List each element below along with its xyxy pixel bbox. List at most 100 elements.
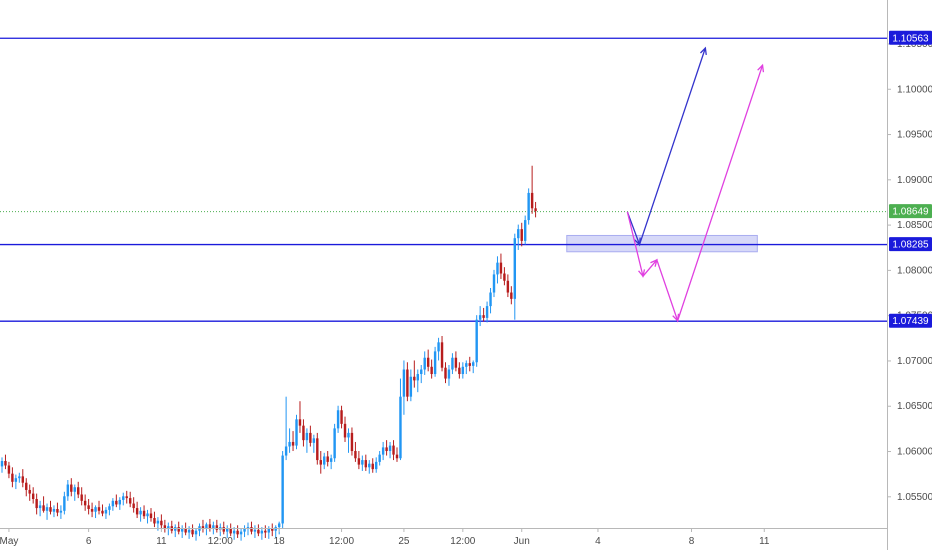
candle[interactable] xyxy=(499,253,503,279)
candle[interactable] xyxy=(90,502,94,518)
candle[interactable] xyxy=(38,500,42,517)
candle[interactable] xyxy=(264,525,267,538)
candle[interactable] xyxy=(506,274,510,298)
candle[interactable] xyxy=(11,467,14,488)
candle[interactable] xyxy=(42,496,45,513)
candle[interactable] xyxy=(125,490,128,504)
candle[interactable] xyxy=(59,505,63,519)
candle[interactable] xyxy=(413,360,416,388)
candle[interactable] xyxy=(226,525,229,538)
candle[interactable] xyxy=(305,428,309,453)
candle[interactable] xyxy=(316,432,319,465)
candle[interactable] xyxy=(163,519,167,533)
candle[interactable] xyxy=(108,503,111,516)
candle[interactable] xyxy=(437,337,440,361)
candle[interactable] xyxy=(298,401,302,433)
candle[interactable] xyxy=(423,351,426,375)
candle[interactable] xyxy=(496,256,499,284)
candle[interactable] xyxy=(160,514,163,528)
candle[interactable] xyxy=(77,481,80,499)
candle[interactable] xyxy=(430,359,433,379)
candle[interactable] xyxy=(18,472,21,483)
candle[interactable] xyxy=(378,451,381,466)
candle[interactable] xyxy=(97,500,101,515)
candle[interactable] xyxy=(354,441,357,462)
candle[interactable] xyxy=(340,405,343,429)
candle[interactable] xyxy=(45,503,49,520)
candle[interactable] xyxy=(409,369,413,402)
candle[interactable] xyxy=(271,523,274,537)
candle[interactable] xyxy=(243,525,246,538)
candle[interactable] xyxy=(468,356,471,372)
candle[interactable] xyxy=(523,215,527,245)
candle[interactable] xyxy=(194,528,198,541)
candle[interactable] xyxy=(329,454,333,470)
candle[interactable] xyxy=(208,518,212,532)
candle[interactable] xyxy=(14,474,18,490)
candle[interactable] xyxy=(63,491,66,515)
candle[interactable] xyxy=(146,509,149,524)
candle[interactable] xyxy=(83,494,87,511)
candle[interactable] xyxy=(534,201,537,218)
candle[interactable] xyxy=(135,501,139,519)
candle[interactable] xyxy=(381,441,385,461)
candle[interactable] xyxy=(406,362,409,402)
candle[interactable] xyxy=(49,500,52,515)
candle[interactable] xyxy=(426,349,430,372)
candle[interactable] xyxy=(128,491,132,508)
candle[interactable] xyxy=(201,519,205,533)
candle[interactable] xyxy=(485,301,489,323)
candle[interactable] xyxy=(80,487,83,506)
candle[interactable] xyxy=(56,502,59,517)
candle[interactable] xyxy=(336,405,340,433)
candle[interactable] xyxy=(70,478,73,497)
candle[interactable] xyxy=(25,478,28,497)
candle[interactable] xyxy=(132,497,135,513)
candle[interactable] xyxy=(180,525,184,538)
candle[interactable] xyxy=(530,165,534,214)
candle[interactable] xyxy=(385,440,388,456)
candle[interactable] xyxy=(374,457,378,473)
candle[interactable] xyxy=(191,524,194,538)
candle[interactable] xyxy=(513,233,517,320)
candle[interactable] xyxy=(458,362,461,379)
candle[interactable] xyxy=(392,440,395,461)
candle[interactable] xyxy=(257,524,260,537)
candle[interactable] xyxy=(323,452,326,470)
candle[interactable] xyxy=(520,222,523,247)
candle[interactable] xyxy=(402,360,406,415)
candle[interactable] xyxy=(326,451,329,467)
price-axis[interactable]: 1.055001.060001.065001.070001.075001.080… xyxy=(887,39,932,503)
candle[interactable] xyxy=(28,484,31,501)
candle[interactable] xyxy=(475,315,478,367)
candle[interactable] xyxy=(333,423,336,462)
candle[interactable] xyxy=(94,505,97,519)
candle[interactable] xyxy=(281,451,284,528)
candle[interactable] xyxy=(489,288,492,314)
candle[interactable] xyxy=(416,369,419,393)
candle[interactable] xyxy=(399,378,402,461)
candle[interactable] xyxy=(0,457,4,473)
candle[interactable] xyxy=(461,362,465,379)
candle[interactable] xyxy=(350,427,354,456)
candle[interactable] xyxy=(447,364,451,386)
candle[interactable] xyxy=(395,447,399,462)
candle[interactable] xyxy=(472,360,475,374)
candle[interactable] xyxy=(115,494,118,508)
candle[interactable] xyxy=(388,441,392,459)
candle[interactable] xyxy=(368,460,371,474)
candle[interactable] xyxy=(482,307,485,322)
candle[interactable] xyxy=(361,455,364,471)
time-axis[interactable]: May 6 11 12:00 18 12:00 25 12:00 Jun 4 8 11 xyxy=(0,528,770,547)
candle[interactable] xyxy=(492,269,496,298)
candle[interactable] xyxy=(21,469,25,488)
candle[interactable] xyxy=(52,505,56,518)
candle[interactable] xyxy=(364,454,368,471)
candle[interactable] xyxy=(357,451,361,470)
candle[interactable] xyxy=(232,527,236,540)
candle[interactable] xyxy=(302,419,305,447)
candle[interactable] xyxy=(111,498,115,511)
candle[interactable] xyxy=(465,360,468,375)
candle[interactable] xyxy=(291,431,295,452)
